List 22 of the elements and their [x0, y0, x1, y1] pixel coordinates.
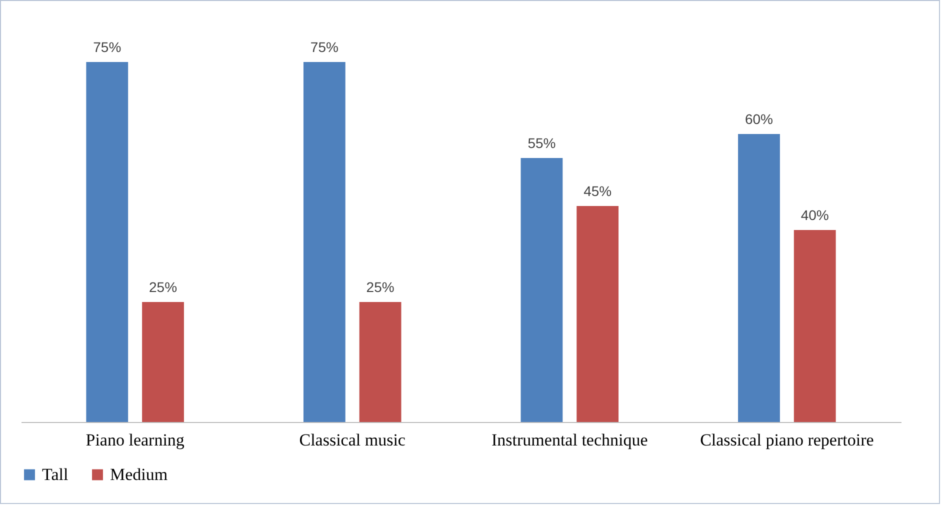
data-label: 25% — [366, 279, 394, 295]
bar — [359, 302, 402, 422]
legend-label: Medium — [110, 464, 168, 484]
data-label: 55% — [528, 135, 556, 151]
x-tick-label: Classical piano repertoire — [700, 430, 874, 450]
data-label: 75% — [93, 39, 122, 55]
bar — [142, 302, 184, 422]
bar — [86, 62, 128, 422]
x-tick-label: Piano learning — [86, 430, 185, 450]
data-label: 75% — [310, 39, 338, 55]
x-tick-label: Classical music — [299, 430, 406, 450]
bar — [738, 134, 780, 422]
bar — [520, 158, 563, 422]
data-label: 45% — [584, 183, 612, 199]
data-label: 40% — [800, 207, 829, 223]
data-label: 25% — [148, 279, 178, 295]
x-tick-label: Instrumental technique — [492, 430, 648, 450]
data-label: 60% — [744, 111, 774, 127]
bar — [303, 62, 346, 422]
legend-label: Tall — [42, 464, 68, 484]
bar — [794, 230, 836, 422]
bar — [576, 206, 619, 422]
